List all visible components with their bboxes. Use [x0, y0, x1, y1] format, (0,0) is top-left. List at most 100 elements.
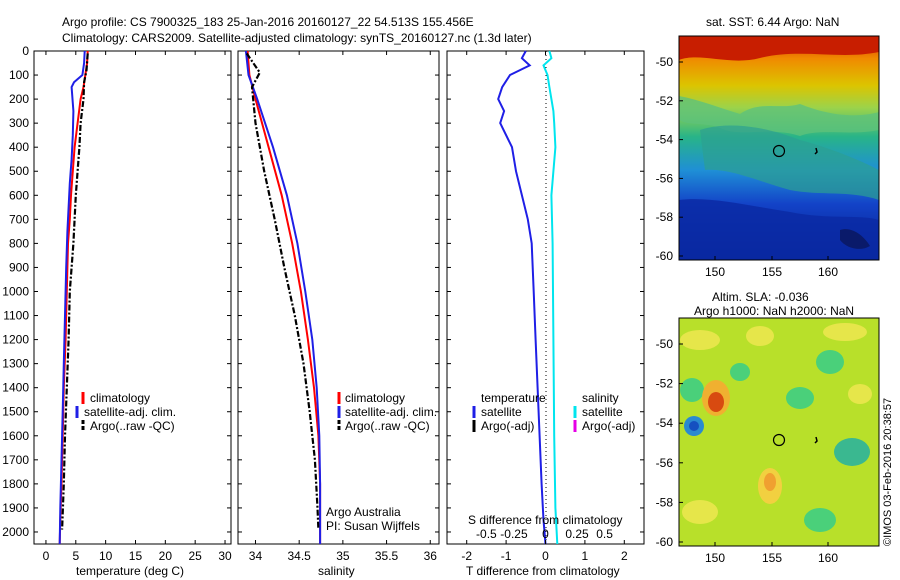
- y-tick-label: 200: [9, 92, 29, 106]
- y-tick-label: 600: [9, 188, 29, 202]
- sla-argo-location-marker: [772, 433, 786, 447]
- y-tick-label: 300: [9, 116, 29, 130]
- legend-label-temp-satellite: satellite: [481, 405, 522, 419]
- secondary-tick-label: -0.25: [500, 527, 528, 541]
- secondary-tick-label: -0.5: [476, 527, 497, 541]
- map-x-tick-label: 150: [705, 265, 725, 279]
- series-line-salinity-satellite: [542, 50, 559, 545]
- difference-legend: temperature satellite Argo(-adj) salinit…: [468, 391, 635, 527]
- x-tick-label: 5: [72, 549, 79, 563]
- sst-track-mark: [814, 147, 818, 155]
- map-y-tick-label: -58: [656, 495, 674, 509]
- map-y-tick-label: -58: [656, 210, 674, 224]
- legend-label-argo: Argo(..raw -QC): [345, 419, 430, 433]
- header-line-2: Climatology: CARS2009. Satellite-adjuste…: [62, 31, 532, 45]
- y-tick-label: 1900: [2, 501, 29, 515]
- map-x-tick-label: 155: [762, 265, 782, 279]
- legend-heading-temperature: temperature: [481, 391, 546, 405]
- x-tick-label: 2: [621, 549, 628, 563]
- x-tick-label: -2: [461, 549, 472, 563]
- header-line-1: Argo profile: CS 7900325_183 25-Jan-2016…: [62, 15, 474, 29]
- legend-label-sal-argo: Argo(-adj): [582, 419, 635, 433]
- legend-heading-salinity: salinity: [582, 391, 619, 405]
- temperature-series-group: [58, 50, 89, 545]
- x-tick-label: 1: [582, 549, 589, 563]
- legend-label-temp-argo: Argo(-adj): [481, 419, 534, 433]
- x-tick-label: 35: [336, 549, 350, 563]
- x-tick-label: 30: [218, 549, 232, 563]
- map-y-tick-label: -60: [656, 535, 674, 549]
- y-tick-label: 1200: [2, 333, 29, 347]
- x-tick-label: 0: [43, 549, 50, 563]
- x-tick-label: 35.5: [375, 549, 399, 563]
- x-tick-label: 0: [542, 549, 549, 563]
- x-tick-label: 20: [159, 549, 173, 563]
- salinity-series-group: [244, 50, 322, 544]
- salinity-axis-label: salinity: [318, 564, 355, 578]
- legend-label-satellite: satellite-adj. clim.: [84, 405, 176, 419]
- map-y-tick-label: -56: [656, 456, 674, 470]
- sla-map-title-2: Argo h1000: NaN h2000: NaN: [694, 304, 854, 318]
- series-line-argo-raw-qc-: [61, 53, 89, 530]
- difference-series-group: [497, 50, 559, 545]
- salinity-axes: [237, 50, 440, 545]
- sst-argo-location-marker: [772, 144, 786, 158]
- difference-axis-label: T difference from climatology: [466, 564, 620, 578]
- map-y-tick-label: -56: [656, 171, 674, 185]
- y-tick-label: 1700: [2, 453, 29, 467]
- sst-map-title: sat. SST: 6.44 Argo: NaN: [706, 15, 839, 29]
- series-line-satellite-adj-clim-: [58, 50, 86, 545]
- map-x-tick-label: 150: [705, 551, 725, 565]
- annotation-argo-australia: Argo Australia: [326, 505, 401, 519]
- map-y-tick-label: -50: [656, 55, 674, 69]
- y-tick-label: 500: [9, 164, 29, 178]
- y-tick-label: 1800: [2, 477, 29, 491]
- secondary-tick-label: 0.5: [596, 527, 613, 541]
- x-tick-label: 15: [129, 549, 143, 563]
- imos-credit: ©IMOS 03-Feb-2016 20:38:57: [882, 398, 894, 546]
- x-tick-label: 34.5: [287, 549, 311, 563]
- legend-label-satellite: satellite-adj. clim.: [345, 405, 437, 419]
- secondary-axis-label: S difference from climatology: [468, 513, 623, 527]
- y-tick-label: 1500: [2, 405, 29, 419]
- y-tick-label: 1600: [2, 429, 29, 443]
- temperature-legend: climatology satellite-adj. clim. Argo(..…: [75, 391, 176, 433]
- map-y-tick-label: -52: [656, 94, 674, 108]
- axis-ticks-group: 0 5 10 15 20 25 300100200300400500600700800900…: [2, 44, 644, 563]
- x-tick-label: 36: [424, 549, 438, 563]
- y-tick-label: 900: [9, 260, 29, 274]
- y-tick-label: 100: [9, 68, 29, 82]
- map-y-tick-label: -52: [656, 377, 674, 391]
- map-x-tick-label: 160: [818, 551, 838, 565]
- map-x-tick-label: 160: [818, 265, 838, 279]
- y-tick-label: 2000: [2, 525, 29, 539]
- series-line-argo-raw-qc-: [245, 52, 320, 530]
- sla-map-frame: [678, 317, 880, 547]
- legend-label-climatology: climatology: [90, 391, 150, 405]
- legend-label-sal-satellite: satellite: [582, 405, 623, 419]
- difference-axes: [446, 50, 645, 545]
- y-tick-label: 1000: [2, 284, 29, 298]
- secondary-tick-label: 0: [542, 527, 549, 541]
- sst-map-image: [679, 36, 879, 260]
- legend-label-climatology: climatology: [345, 391, 405, 405]
- y-tick-label: 1400: [2, 381, 29, 395]
- legend-label-argo: Argo(..raw -QC): [90, 419, 175, 433]
- temperature-axis-label: temperature (deg C): [76, 564, 184, 578]
- y-tick-label: 1300: [2, 357, 29, 371]
- x-tick-label: 34: [249, 549, 263, 563]
- sst-map-frame: [678, 35, 880, 261]
- annotation-pi: PI: Susan Wijffels: [326, 519, 420, 533]
- y-tick-label: 1100: [3, 309, 29, 323]
- x-tick-label: -1: [501, 549, 512, 563]
- y-tick-label: 700: [9, 212, 29, 226]
- secondary-tick-label: 0.25: [565, 527, 589, 541]
- map-ticks-group: 150 155 160 -50 -52 -54 -56 -58 -60 150 155 160 -50 -…: [656, 55, 839, 565]
- series-line-satellite-adj-clim-: [244, 50, 322, 544]
- sla-map-title-1: Altim. SLA: -0.036: [712, 290, 809, 304]
- sla-track-mark: [814, 436, 818, 444]
- series-line-temperature-satellite: [497, 50, 547, 545]
- map-y-tick-label: -50: [656, 337, 674, 351]
- map-y-tick-label: -60: [656, 249, 674, 263]
